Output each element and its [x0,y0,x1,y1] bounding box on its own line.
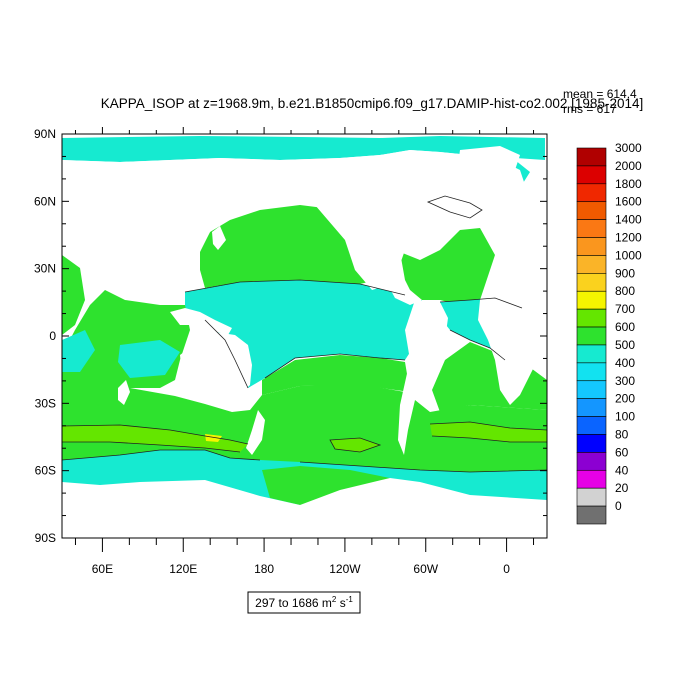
legend-swatch [576,183,607,203]
southern-ocean [262,466,410,505]
lat-tick-label: 60N [34,194,56,208]
lon-tick-label: 0 [503,562,510,576]
legend-label: 500 [615,338,635,352]
south-america [398,300,448,455]
legend-label: 2000 [615,159,642,173]
acc-high [205,434,222,442]
greenland [458,146,520,198]
legend-label: 400 [615,356,635,370]
legend-swatch [576,398,607,417]
legend-swatch [576,237,607,256]
acc-band [330,438,380,452]
legend-swatch [576,469,607,489]
legend-label: 600 [615,320,635,334]
legend-swatch [576,273,607,292]
contour-lines [62,195,547,473]
legend-label: 1000 [615,248,642,262]
legend-swatch [576,290,607,310]
arctic-ocean [62,136,545,162]
japan [212,226,226,250]
australia [180,332,252,398]
lat-tick-label: 60S [35,464,56,478]
maritime-continent [170,308,232,335]
legend-label: 40 [615,463,629,477]
mean-label: mean = 614.4 [563,87,637,101]
plot-title: KAPPA_ISOP at z=1968.9m, b.e21.B1850cmip… [101,96,643,111]
eurasia [62,150,530,290]
legend-label: 80 [615,427,629,441]
acc-band [430,422,547,442]
madagascar [118,380,130,405]
map-panel [61,133,548,539]
legend-label: 300 [615,374,635,388]
antarctica [62,478,547,538]
africa [478,250,547,405]
legend-swatch [576,434,607,453]
legend-swatch [576,219,607,238]
lon-tick-label: 120W [329,562,361,576]
legend-swatch [576,487,607,507]
color-legend: 3000200018001600140012001000900800700600… [576,141,642,525]
lon-axis: 60E 120E 180 120W 60W 0 [92,562,511,576]
legend-swatch [576,416,607,435]
lon-tick-label: 60E [92,562,113,576]
legend-swatch [576,255,607,274]
indian-ocean-band [62,330,95,372]
legend-swatch [576,147,607,167]
legend-label: 0 [615,499,622,513]
western-indian-shelf [62,255,85,335]
legend-label: 100 [615,410,635,424]
legend-swatch [576,344,607,364]
legend-label: 200 [615,392,635,406]
legend-swatch [576,326,607,346]
axis-ticks [62,127,547,552]
acc-band [62,425,248,452]
legend-label: 1800 [615,177,642,191]
legend-label: 1200 [615,231,642,245]
south-pacific-ocean [262,355,410,395]
legend-swatch [576,362,607,382]
legend-label: 700 [615,302,635,316]
lat-tick-label: 90N [34,127,56,141]
legend-swatch [576,308,607,328]
lat-tick-label: 30N [34,262,56,276]
lon-tick-label: 180 [254,562,274,576]
legend-label: 20 [615,481,629,495]
legend-label: 60 [615,445,629,459]
legend-swatch [576,201,607,220]
new-zealand [246,410,265,455]
indian-ocean-band [118,340,180,378]
legend-label: 3000 [615,141,642,155]
lat-tick-label: 90S [35,531,56,545]
legend-label: 1600 [615,195,642,209]
range-label: 297 to 1686 m2 s-1 [255,595,353,610]
lat-axis: 90N 60N 30N 0 30S 60S 90S [34,127,56,545]
range-box: 297 to 1686 m2 s-1 [247,591,361,614]
lat-tick-label: 0 [49,329,56,343]
legend-swatch [576,505,607,525]
legend-swatch [576,380,607,399]
rms-label: rms = 617 [563,102,617,116]
legend-swatch [576,165,607,185]
legend-label: 1400 [615,213,642,227]
legend-swatch [576,452,607,471]
lat-tick-label: 30S [35,396,56,410]
lon-tick-label: 60W [413,562,438,576]
lon-tick-label: 120E [169,562,197,576]
legend-label: 900 [615,266,635,280]
legend-label: 800 [615,284,635,298]
british-isles [500,218,512,236]
